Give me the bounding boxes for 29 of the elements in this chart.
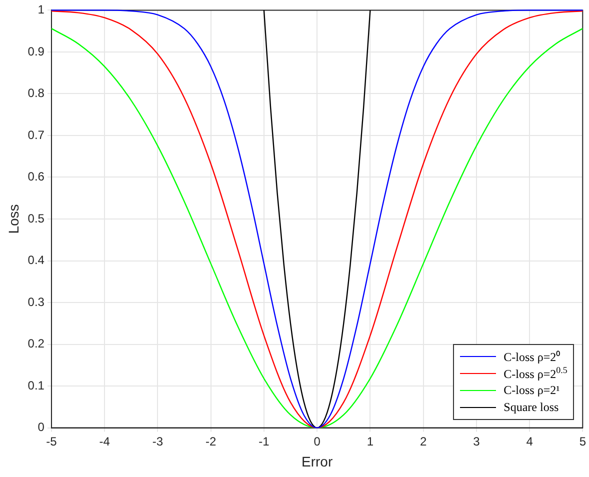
y-tick-label: 0.6 (28, 170, 45, 184)
x-tick-label: 4 (526, 434, 534, 448)
y-tick-label: 0.2 (28, 336, 45, 351)
x-tick-label: 0 (314, 434, 321, 448)
legend-label: C-loss ρ=2$^{0.5}$ (504, 364, 568, 382)
x-tick-label: -3 (152, 434, 164, 448)
y-axis-title: Loss (5, 204, 22, 234)
x-tick-label: 1 (366, 434, 374, 448)
y-tick-label: 0.1 (28, 378, 45, 392)
legend-label: C-loss ρ=2¹ (504, 382, 560, 398)
x-tick-label: -2 (206, 434, 216, 448)
y-tick-label: 1 (38, 2, 45, 17)
x-tick-label: -4 (99, 434, 110, 448)
y-tick-label: 0.4 (28, 253, 45, 268)
line-series (263, 10, 371, 428)
x-tick-label: 5 (579, 434, 586, 448)
x-tick-label: 3 (473, 434, 480, 448)
y-tick-label: 0.3 (28, 294, 45, 309)
y-tick-label: 0.5 (28, 211, 45, 226)
legend-label: Square loss (504, 400, 559, 415)
y-tick-label: 0.8 (28, 86, 45, 100)
x-tick-label: -5 (46, 434, 58, 448)
y-tick-label: 0 (38, 420, 45, 434)
y-tick-label: 0.9 (28, 44, 45, 58)
x-tick-label: 2 (420, 434, 427, 448)
x-axis-title: Error (302, 453, 333, 470)
x-tick-label: -1 (258, 434, 270, 448)
y-tick-label: 0.7 (28, 128, 45, 142)
legend-label: C-loss ρ=2⁰ (504, 348, 560, 365)
